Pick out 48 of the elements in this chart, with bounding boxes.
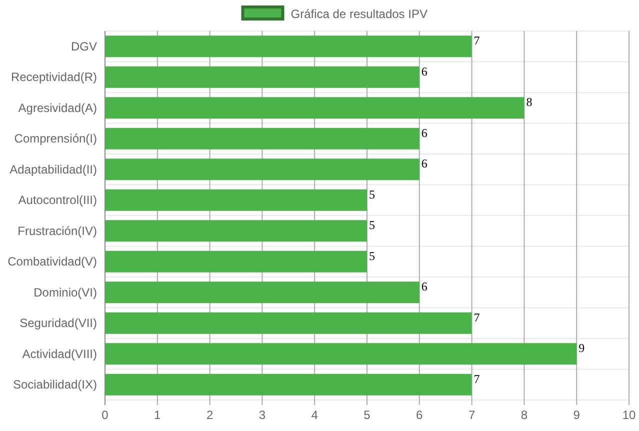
- y-tick-label: Agresividad(A): [18, 100, 97, 115]
- x-tick-label: 0: [102, 408, 109, 422]
- y-tick-label: Frustración(IV): [18, 224, 97, 238]
- bar: [105, 374, 472, 396]
- data-label: 5: [369, 218, 375, 232]
- data-label: 8: [526, 95, 532, 110]
- data-label: 6: [421, 64, 428, 78]
- y-tick-label: Seguridad(VII): [20, 316, 97, 330]
- bar: [105, 158, 420, 180]
- legend-label: Gráfica de resultados IPV: [290, 7, 428, 21]
- x-tick-label: 9: [573, 408, 580, 422]
- y-tick-label: Combatividad(V): [8, 254, 97, 269]
- bar: [105, 343, 577, 365]
- y-tick-label: Autocontrol(III): [18, 193, 97, 208]
- data-label: 6: [421, 156, 428, 171]
- bar: [105, 282, 420, 304]
- y-tick-label: Sociabilidad(IX): [12, 378, 97, 392]
- x-tick-label: 1: [154, 408, 162, 422]
- x-tick-label: 2: [206, 408, 214, 422]
- y-tick-label: Dominio(VI): [34, 285, 97, 300]
- x-tick-label: 3: [258, 408, 266, 422]
- data-label: 5: [369, 248, 375, 263]
- data-label: 7: [474, 372, 480, 386]
- x-tick-label: 4: [311, 408, 318, 422]
- y-tick-label: DGV: [70, 39, 97, 54]
- x-tick-label: 7: [468, 408, 476, 422]
- data-label: 9: [578, 341, 585, 356]
- y-tick-label: Actividad(VIII): [22, 346, 97, 361]
- y-tick-label: Adaptabilidad(II): [10, 162, 97, 176]
- data-label: 6: [421, 126, 428, 140]
- bar: [105, 220, 367, 242]
- bar: [105, 36, 472, 58]
- data-label: 7: [474, 34, 480, 48]
- x-tick-label: 6: [416, 408, 424, 422]
- bar: [105, 250, 367, 272]
- bar: [105, 66, 420, 88]
- bar: [105, 312, 472, 334]
- data-label: 6: [421, 280, 428, 294]
- bar: [105, 97, 524, 119]
- y-tick-label: Comprensión(I): [14, 132, 97, 146]
- x-tick-label: 10: [622, 408, 636, 422]
- bar: [105, 189, 367, 211]
- data-label: 5: [369, 187, 375, 202]
- x-tick-label: 8: [520, 408, 528, 422]
- x-tick-label: 5: [364, 408, 371, 422]
- bar: [105, 128, 420, 150]
- y-tick-label: Receptividad(R): [10, 70, 97, 84]
- data-label: 7: [474, 310, 480, 324]
